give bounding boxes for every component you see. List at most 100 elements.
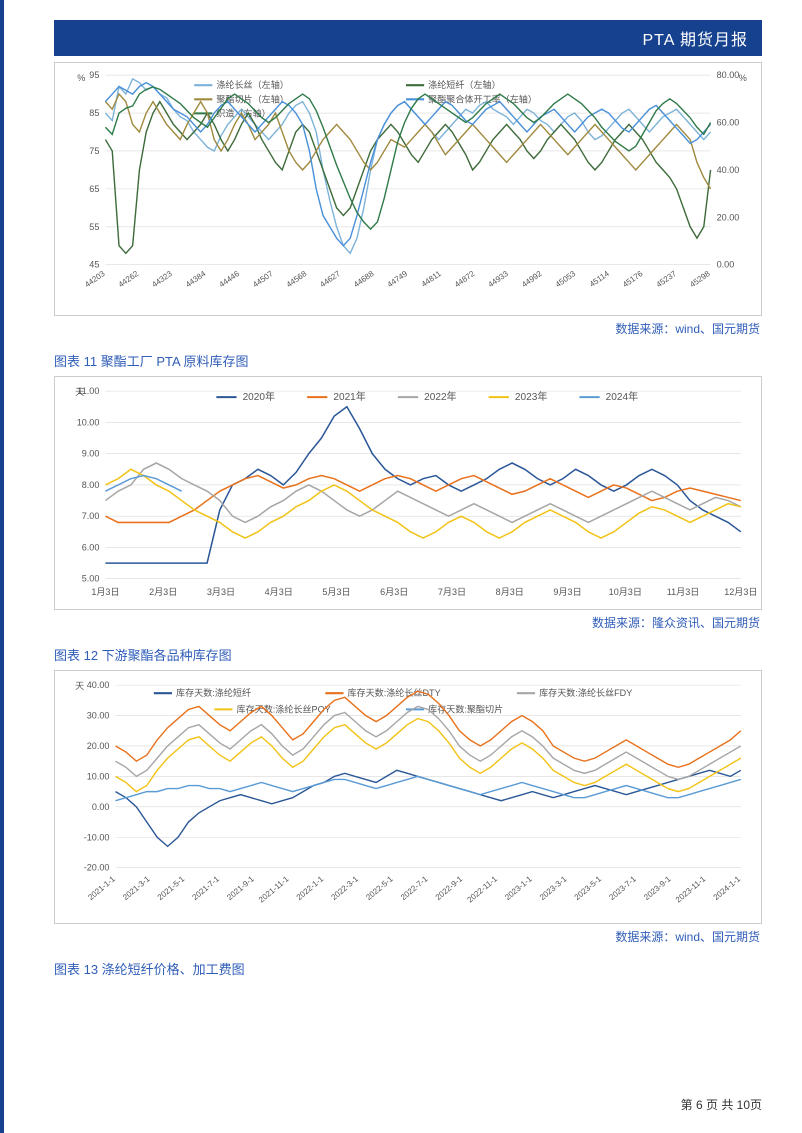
chart2-wrap: 5.006.007.008.009.0010.0011.00天1月3日2月3日3… [54, 376, 762, 639]
svg-text:12月3日: 12月3日 [724, 587, 757, 597]
svg-text:11月3日: 11月3日 [667, 587, 700, 597]
header-bar: PTA 期货月报 [54, 20, 762, 56]
svg-text:40.00: 40.00 [717, 165, 740, 175]
svg-text:0.00: 0.00 [717, 260, 735, 270]
chart1-source: 数据来源：wind、国元期货 [54, 316, 762, 345]
svg-text:2021-7-1: 2021-7-1 [191, 874, 222, 902]
svg-text:45114: 45114 [588, 269, 611, 289]
chart2-source: 数据来源：隆众资讯、国元期货 [54, 610, 762, 639]
chart3-source: 数据来源：wind、国元期货 [54, 924, 762, 953]
svg-text:44811: 44811 [420, 269, 443, 289]
svg-text:2021年: 2021年 [333, 390, 366, 403]
svg-text:2024-1-1: 2024-1-1 [712, 874, 743, 902]
svg-text:44688: 44688 [352, 269, 376, 290]
chart2-title: 图表 11 聚酯工厂 PTA 原料库存图 [54, 349, 762, 376]
svg-text:75: 75 [89, 146, 99, 156]
chart1-box: 455565758595%0.0020.0040.0060.0080.00%44… [54, 62, 762, 316]
chart3-wrap: -20.00-10.000.0010.0020.0030.0040.00天202… [54, 670, 762, 953]
svg-text:55: 55 [89, 222, 99, 232]
page-footer: 第 6 页 共 10页 [681, 1096, 762, 1113]
svg-text:44872: 44872 [453, 269, 477, 290]
svg-text:6月3日: 6月3日 [380, 587, 408, 597]
chart3-svg: -20.00-10.000.0010.0020.0030.0040.00天202… [55, 671, 761, 923]
svg-text:8.00: 8.00 [82, 480, 100, 490]
svg-text:45053: 45053 [554, 269, 578, 290]
svg-text:2021-1-1: 2021-1-1 [86, 874, 117, 902]
svg-text:44568: 44568 [285, 269, 309, 290]
svg-text:2023-1-1: 2023-1-1 [503, 874, 534, 902]
svg-text:65: 65 [89, 184, 99, 194]
svg-text:44507: 44507 [251, 269, 275, 290]
svg-text:40.00: 40.00 [87, 680, 110, 690]
svg-text:2022-7-1: 2022-7-1 [399, 874, 430, 902]
svg-text:库存天数:涤纶短纤: 库存天数:涤纶短纤 [176, 687, 251, 698]
svg-text:44992: 44992 [520, 269, 544, 290]
svg-text:%: % [739, 73, 747, 83]
svg-text:45176: 45176 [621, 269, 645, 290]
svg-text:2021-5-1: 2021-5-1 [156, 874, 187, 902]
svg-text:-20.00: -20.00 [84, 863, 110, 873]
svg-text:30.00: 30.00 [87, 711, 110, 721]
svg-text:2023-5-1: 2023-5-1 [573, 874, 604, 902]
svg-text:2022-3-1: 2022-3-1 [330, 874, 361, 902]
chart1-svg: 455565758595%0.0020.0040.0060.0080.00%44… [55, 63, 761, 315]
svg-text:2022-11-1: 2022-11-1 [466, 874, 500, 904]
svg-text:2021-11-1: 2021-11-1 [257, 874, 291, 904]
svg-text:5.00: 5.00 [82, 574, 100, 584]
svg-text:2月3日: 2月3日 [149, 587, 177, 597]
svg-text:涤纶长丝（左轴）: 涤纶长丝（左轴） [216, 79, 289, 90]
chart4-title: 图表 13 涤纶短纤价格、加工费图 [54, 957, 762, 984]
svg-text:2023-11-1: 2023-11-1 [674, 874, 708, 904]
svg-text:80.00: 80.00 [717, 70, 740, 80]
svg-text:天: 天 [75, 387, 84, 397]
svg-text:5月3日: 5月3日 [322, 587, 350, 597]
svg-text:2023-3-1: 2023-3-1 [538, 874, 569, 902]
svg-text:4月3日: 4月3日 [265, 587, 293, 597]
svg-text:6.00: 6.00 [82, 543, 100, 553]
svg-text:7月3日: 7月3日 [438, 587, 466, 597]
page-number: 第 6 页 共 10页 [681, 1098, 762, 1112]
svg-text:涤纶短纤（左轴）: 涤纶短纤（左轴） [428, 79, 501, 90]
svg-text:95: 95 [89, 70, 99, 80]
svg-text:9月3日: 9月3日 [553, 587, 581, 597]
svg-text:20.00: 20.00 [717, 212, 740, 222]
chart2-svg: 5.006.007.008.009.0010.0011.00天1月3日2月3日3… [55, 377, 761, 609]
svg-text:-10.00: -10.00 [84, 832, 110, 842]
svg-text:20.00: 20.00 [87, 741, 110, 751]
svg-text:%: % [77, 73, 85, 83]
svg-text:45298: 45298 [688, 269, 712, 290]
svg-text:44384: 44384 [184, 269, 208, 290]
svg-text:2023-7-1: 2023-7-1 [607, 874, 638, 902]
svg-text:2022-5-1: 2022-5-1 [364, 874, 395, 902]
svg-text:44627: 44627 [318, 269, 342, 290]
svg-text:天: 天 [75, 681, 84, 691]
svg-text:2021-9-1: 2021-9-1 [225, 874, 256, 902]
svg-text:2020年: 2020年 [243, 390, 276, 403]
svg-text:44203: 44203 [83, 269, 107, 290]
svg-text:1月3日: 1月3日 [91, 587, 119, 597]
svg-text:2022年: 2022年 [424, 390, 457, 403]
svg-text:9.00: 9.00 [82, 449, 100, 459]
svg-text:44323: 44323 [150, 269, 174, 290]
svg-text:45237: 45237 [655, 269, 679, 290]
svg-text:10.00: 10.00 [87, 772, 110, 782]
chart1-wrap: 455565758595%0.0020.0040.0060.0080.00%44… [54, 62, 762, 345]
svg-text:10月3日: 10月3日 [609, 587, 642, 597]
svg-text:85: 85 [89, 108, 99, 118]
svg-text:44749: 44749 [386, 269, 410, 290]
svg-text:2022-1-1: 2022-1-1 [295, 874, 326, 902]
svg-text:44933: 44933 [486, 269, 510, 290]
chart3-title: 图表 12 下游聚酯各品种库存图 [54, 643, 762, 670]
svg-text:2024年: 2024年 [606, 390, 639, 403]
chart2-box: 5.006.007.008.009.0010.0011.00天1月3日2月3日3… [54, 376, 762, 610]
svg-text:44262: 44262 [117, 269, 141, 290]
svg-text:2021-3-1: 2021-3-1 [121, 874, 152, 902]
svg-text:2022-9-1: 2022-9-1 [434, 874, 465, 902]
svg-text:2023-9-1: 2023-9-1 [642, 874, 673, 902]
svg-text:8月3日: 8月3日 [496, 587, 524, 597]
header-title: PTA 期货月报 [643, 32, 749, 49]
chart3-box: -20.00-10.000.0010.0020.0030.0040.00天202… [54, 670, 762, 924]
svg-text:2023年: 2023年 [515, 390, 548, 403]
svg-text:3月3日: 3月3日 [207, 587, 235, 597]
svg-text:44446: 44446 [218, 269, 242, 290]
